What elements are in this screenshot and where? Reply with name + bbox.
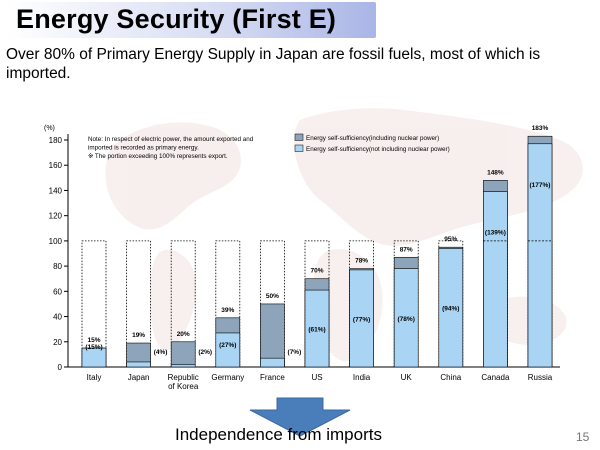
category-label: Germany: [211, 373, 244, 382]
total-label: 39%: [221, 307, 234, 314]
excl-nuclear-label: (139%): [485, 230, 506, 237]
bar-excluding-nuclear: [483, 191, 508, 368]
excl-nuclear-label: (7%): [288, 349, 302, 356]
bar-excluding-nuclear: [126, 361, 151, 368]
category-label: of Korea: [168, 382, 199, 391]
y-tick-label: 60: [53, 287, 62, 296]
bar-excluding-nuclear: [393, 268, 419, 368]
category-label: Republic: [168, 373, 199, 382]
title-banner: [8, 2, 376, 38]
y-tick-label: 20: [53, 338, 62, 347]
bar-excluding-nuclear: [438, 248, 464, 368]
bar-excluding-nuclear: [215, 332, 241, 368]
legend-swatch: [294, 133, 304, 141]
chart-note: Note: In respect of electric power, the …: [88, 136, 254, 143]
category-label: Canada: [481, 373, 510, 382]
y-tick-label: 80: [53, 262, 62, 271]
category-label: China: [440, 373, 461, 382]
y-tick-label: 100: [49, 237, 63, 246]
slide-subtitle: Over 80% of Primary Energy Supply in Jap…: [6, 46, 541, 82]
legend-swatch: [294, 144, 304, 152]
bar-excluding-nuclear: [527, 143, 553, 368]
total-label: 78%: [355, 258, 368, 265]
total-label: 70%: [310, 268, 323, 275]
bar-excluding-nuclear: [349, 269, 374, 368]
bar-including-nuclear: [170, 341, 196, 368]
total-label: 15%: [87, 337, 100, 344]
total-label: 183%: [532, 125, 549, 132]
excl-nuclear-label: (77%): [353, 316, 370, 323]
excl-nuclear-label: (2%): [198, 349, 212, 356]
excl-nuclear-label: (177%): [530, 182, 551, 189]
bar-including-nuclear: [260, 303, 285, 368]
category-label: India: [353, 373, 371, 382]
category-label: UK: [401, 373, 413, 382]
category-label: Russia: [528, 373, 553, 382]
bar-excluding-nuclear: [260, 357, 285, 368]
total-label: 20%: [177, 331, 190, 338]
total-label: 148%: [487, 169, 504, 176]
legend-label: Energy self-sufficiency(including nuclea…: [306, 135, 439, 142]
slide-title: Energy Security (First E): [16, 4, 337, 34]
excl-nuclear-label: (4%): [154, 349, 168, 356]
excl-nuclear-label: (27%): [219, 342, 236, 349]
excl-nuclear-label: (94%): [442, 306, 459, 313]
y-tick-label: 140: [49, 186, 63, 195]
page-number: 15: [576, 430, 590, 444]
total-label: 19%: [132, 332, 145, 339]
y-tick-label: 120: [49, 212, 63, 221]
category-label: France: [260, 373, 285, 382]
bar-excluding-nuclear: [170, 364, 196, 368]
chart-note: imported is recorded as primary energy.: [88, 145, 199, 152]
y-tick-label: 0: [58, 363, 63, 372]
category-label: US: [311, 373, 322, 382]
excl-nuclear-label: (15%): [85, 344, 102, 351]
bar-excluding-nuclear: [81, 347, 107, 368]
legend-label: Energy self-sufficiency(not including nu…: [306, 146, 450, 153]
chart-note: ※ The portion exceeding 100% represents …: [88, 153, 228, 160]
category-label: Japan: [128, 373, 150, 382]
total-label: 50%: [266, 293, 279, 300]
y-tick-label: 40: [53, 313, 62, 322]
y-axis-unit: (%): [44, 125, 55, 132]
category-label: Italy: [87, 373, 102, 382]
total-label: 87%: [400, 246, 413, 253]
bar-excluding-nuclear: [304, 289, 330, 368]
bottom-caption: Independence from imports: [175, 425, 382, 444]
total-label: 95%: [444, 236, 457, 243]
excl-nuclear-label: (78%): [398, 316, 415, 323]
y-tick-label: 180: [49, 136, 63, 145]
excl-nuclear-label: (61%): [308, 327, 325, 334]
y-tick-label: 160: [49, 161, 63, 170]
